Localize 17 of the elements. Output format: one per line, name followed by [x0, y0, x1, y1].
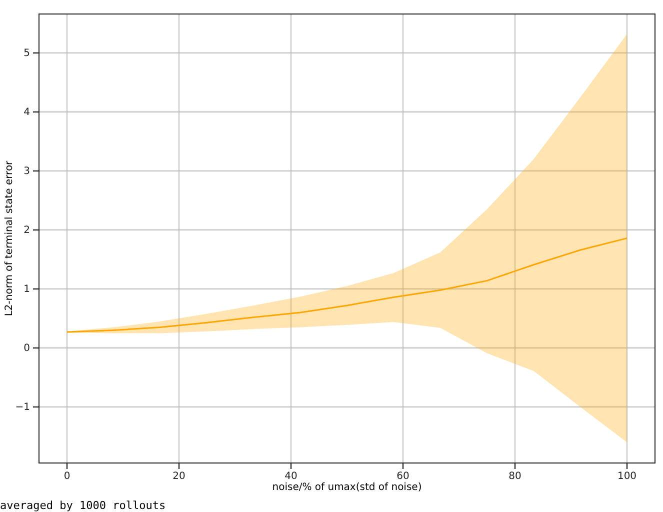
x-tick-label: 60	[396, 471, 410, 482]
x-tick-label: 40	[284, 471, 298, 482]
text: averaged by 1000 rollouts	[0, 499, 166, 512]
x-axis-title: noise/% of umax(std of noise)	[272, 482, 422, 493]
y-tick-label: 4	[24, 107, 30, 118]
y-tick-label: −1	[15, 402, 30, 414]
x-tick-label: 100	[617, 471, 637, 482]
y-tick-label: 5	[24, 48, 30, 60]
x-tick-label: 80	[508, 471, 522, 482]
y-tick-label: 0	[24, 343, 30, 354]
y-tick-label: 1	[24, 284, 30, 296]
line-series	[66, 237, 628, 333]
x-tick-label: 0	[64, 471, 70, 482]
y-axis-title: L2-norm of terminal state error	[4, 160, 15, 316]
y-tick-label: 3	[24, 166, 30, 178]
x-tick-label: 20	[172, 471, 186, 482]
y-tick-label: 2	[24, 225, 30, 236]
